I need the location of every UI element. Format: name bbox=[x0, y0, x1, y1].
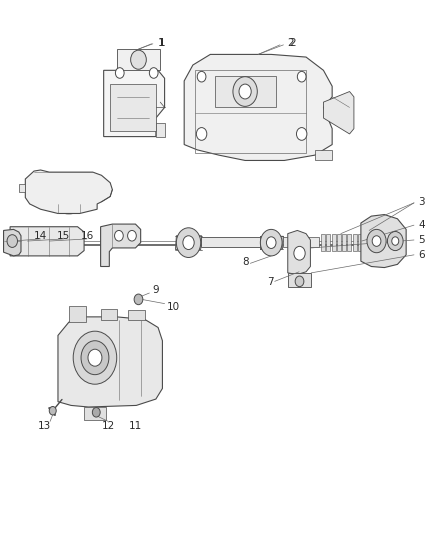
Text: 15: 15 bbox=[57, 231, 70, 241]
Polygon shape bbox=[323, 92, 354, 134]
Circle shape bbox=[183, 236, 194, 249]
Polygon shape bbox=[69, 306, 86, 322]
Circle shape bbox=[297, 71, 306, 82]
Polygon shape bbox=[288, 230, 311, 274]
Polygon shape bbox=[25, 170, 113, 214]
Polygon shape bbox=[215, 76, 276, 108]
Circle shape bbox=[260, 229, 282, 256]
Circle shape bbox=[116, 68, 124, 78]
Polygon shape bbox=[353, 233, 357, 251]
Circle shape bbox=[295, 276, 304, 287]
Polygon shape bbox=[347, 233, 351, 251]
Polygon shape bbox=[321, 233, 325, 251]
Polygon shape bbox=[4, 229, 21, 256]
Circle shape bbox=[239, 84, 251, 99]
Circle shape bbox=[81, 341, 109, 375]
Circle shape bbox=[266, 237, 276, 248]
Text: 16: 16 bbox=[81, 231, 94, 241]
Text: 4: 4 bbox=[418, 220, 425, 230]
Polygon shape bbox=[84, 407, 106, 420]
Circle shape bbox=[372, 236, 381, 246]
Polygon shape bbox=[101, 224, 141, 266]
Circle shape bbox=[196, 127, 207, 140]
Polygon shape bbox=[342, 233, 346, 251]
Polygon shape bbox=[104, 57, 165, 136]
Polygon shape bbox=[315, 150, 332, 160]
Text: 1: 1 bbox=[159, 38, 166, 48]
Polygon shape bbox=[332, 233, 336, 251]
Text: 7: 7 bbox=[267, 277, 274, 287]
Circle shape bbox=[297, 127, 307, 140]
Polygon shape bbox=[10, 227, 84, 256]
Circle shape bbox=[7, 235, 18, 247]
Text: 13: 13 bbox=[38, 421, 52, 431]
Circle shape bbox=[197, 71, 206, 82]
Circle shape bbox=[131, 50, 146, 69]
Polygon shape bbox=[326, 233, 330, 251]
Circle shape bbox=[149, 68, 158, 78]
Polygon shape bbox=[19, 184, 25, 192]
Text: 14: 14 bbox=[34, 231, 47, 241]
Text: 9: 9 bbox=[152, 285, 159, 295]
Polygon shape bbox=[288, 273, 311, 287]
Polygon shape bbox=[361, 215, 406, 268]
Circle shape bbox=[294, 246, 305, 260]
Polygon shape bbox=[102, 309, 117, 319]
Polygon shape bbox=[156, 123, 165, 136]
Text: 12: 12 bbox=[101, 421, 115, 431]
Circle shape bbox=[73, 331, 117, 384]
Circle shape bbox=[127, 230, 136, 241]
Circle shape bbox=[367, 229, 386, 253]
Text: 2: 2 bbox=[289, 38, 295, 48]
Circle shape bbox=[115, 230, 123, 241]
Text: 11: 11 bbox=[129, 421, 142, 431]
Text: 8: 8 bbox=[243, 257, 249, 267]
Text: 10: 10 bbox=[167, 302, 180, 312]
Polygon shape bbox=[201, 237, 267, 247]
Text: 5: 5 bbox=[418, 235, 425, 245]
Circle shape bbox=[134, 294, 143, 305]
Polygon shape bbox=[271, 236, 283, 249]
Circle shape bbox=[177, 228, 201, 257]
Polygon shape bbox=[283, 237, 319, 247]
Circle shape bbox=[92, 408, 100, 417]
Circle shape bbox=[388, 231, 403, 251]
Text: 6: 6 bbox=[418, 250, 425, 260]
Polygon shape bbox=[188, 236, 201, 249]
Circle shape bbox=[233, 77, 257, 107]
Circle shape bbox=[88, 349, 102, 366]
Polygon shape bbox=[127, 310, 145, 319]
Polygon shape bbox=[337, 233, 341, 251]
Text: 3: 3 bbox=[418, 197, 425, 207]
Polygon shape bbox=[58, 317, 162, 407]
Polygon shape bbox=[117, 49, 160, 70]
Circle shape bbox=[392, 237, 399, 245]
Polygon shape bbox=[260, 236, 271, 249]
Polygon shape bbox=[184, 54, 332, 160]
Polygon shape bbox=[358, 233, 362, 251]
Circle shape bbox=[49, 407, 56, 415]
Polygon shape bbox=[176, 236, 188, 249]
Text: 2: 2 bbox=[287, 38, 294, 48]
Polygon shape bbox=[110, 84, 156, 131]
Text: 1: 1 bbox=[158, 38, 165, 48]
